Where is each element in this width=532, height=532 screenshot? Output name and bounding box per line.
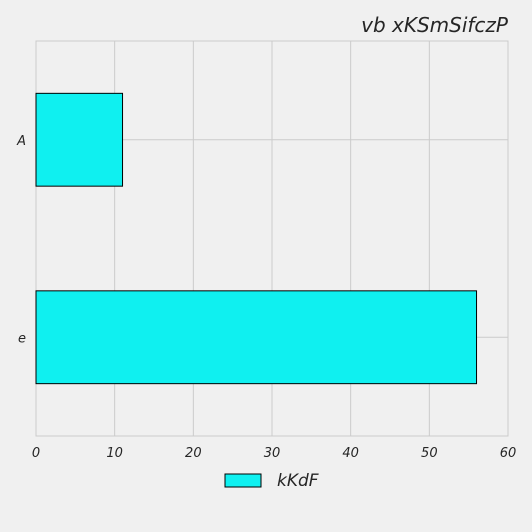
legend: kKdF <box>224 471 319 491</box>
bar <box>35 92 124 187</box>
bar <box>35 290 478 385</box>
x-tick-label: 30 <box>264 446 281 461</box>
x-tick-label: 10 <box>106 446 123 461</box>
x-tick-label: 50 <box>421 446 438 461</box>
legend-swatch <box>224 473 262 488</box>
y-axis-ticks: Ae <box>16 134 26 347</box>
x-tick-label: 60 <box>500 446 517 461</box>
y-tick-label: A <box>16 134 26 149</box>
x-tick-label: 40 <box>342 446 359 461</box>
bars <box>35 92 478 385</box>
y-tick-label: e <box>18 331 26 346</box>
x-tick-label: 0 <box>32 446 40 461</box>
x-axis-ticks: 0 10 20 30 40 50 60 <box>32 446 516 461</box>
x-tick-label: 20 <box>185 446 202 461</box>
legend-label: kKdF <box>277 471 319 491</box>
chart-title: vb xKSmSifczP <box>361 13 509 37</box>
